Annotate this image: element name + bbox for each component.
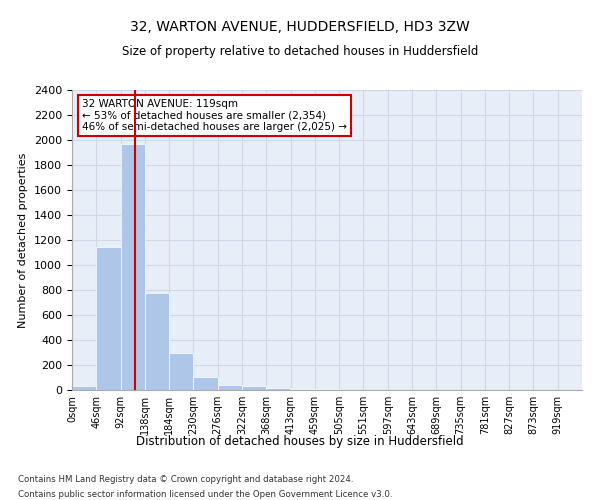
Bar bbox=[193, 377, 218, 390]
Y-axis label: Number of detached properties: Number of detached properties bbox=[19, 152, 28, 328]
Bar bbox=[266, 388, 290, 390]
Bar bbox=[290, 389, 314, 390]
Bar bbox=[218, 385, 242, 390]
Bar bbox=[121, 144, 145, 390]
Text: Distribution of detached houses by size in Huddersfield: Distribution of detached houses by size … bbox=[136, 435, 464, 448]
Text: Contains HM Land Registry data © Crown copyright and database right 2024.: Contains HM Land Registry data © Crown c… bbox=[18, 475, 353, 484]
Text: 32, WARTON AVENUE, HUDDERSFIELD, HD3 3ZW: 32, WARTON AVENUE, HUDDERSFIELD, HD3 3ZW bbox=[130, 20, 470, 34]
Bar bbox=[145, 293, 169, 390]
Text: Size of property relative to detached houses in Huddersfield: Size of property relative to detached ho… bbox=[122, 45, 478, 58]
Bar bbox=[96, 247, 121, 390]
Text: Contains public sector information licensed under the Open Government Licence v3: Contains public sector information licen… bbox=[18, 490, 392, 499]
Bar bbox=[169, 352, 193, 390]
Text: 32 WARTON AVENUE: 119sqm
← 53% of detached houses are smaller (2,354)
46% of sem: 32 WARTON AVENUE: 119sqm ← 53% of detach… bbox=[82, 99, 347, 132]
Bar bbox=[242, 386, 266, 390]
Bar bbox=[72, 386, 96, 390]
